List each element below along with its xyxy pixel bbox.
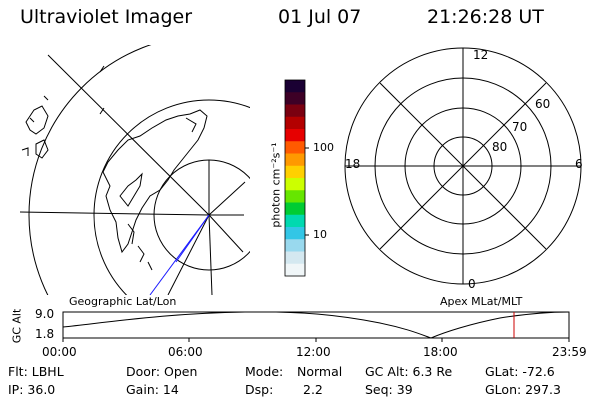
- time-tick-0600: 06:00: [168, 345, 203, 359]
- altitude-strip: [62, 311, 570, 342]
- colorbar: [284, 79, 309, 277]
- satellite-track: [149, 214, 210, 295]
- time-tick-0000: 00:00: [42, 345, 77, 359]
- colorbar-cells: [285, 80, 305, 277]
- time-label: 21:26:28 UT: [427, 6, 544, 28]
- colorbar-cell: [285, 116, 305, 130]
- colorbar-cell: [285, 263, 305, 277]
- mlat-label-80: 80: [492, 140, 508, 154]
- geographic-map-label: Geographic Lat/Lon: [69, 295, 177, 308]
- colorbar-cell: [285, 202, 305, 216]
- coastline-fragments: [99, 65, 197, 271]
- colorbar-cell: [285, 214, 305, 228]
- colorbar-cell: [285, 190, 305, 203]
- lat-circle-outer: [28, 45, 152, 295]
- colorbar-cell: [285, 165, 305, 179]
- meridian-line: [20, 211, 210, 216]
- mlt-diagonal: [379, 82, 547, 250]
- altitude-ytick-max: 9.0: [35, 307, 55, 321]
- coastline-peninsula: [102, 109, 208, 254]
- coastline-shelf: [119, 172, 143, 207]
- time-tick-2359: 23:59: [552, 345, 587, 359]
- meridian-line: [167, 214, 210, 295]
- colorbar-tick-100: 100: [313, 141, 334, 154]
- glat-field: GLat: -72.6: [485, 364, 555, 379]
- mlt-label-left: 18: [345, 157, 361, 171]
- dsp-value: 2.2: [303, 382, 323, 397]
- colorbar-cell: [285, 141, 305, 154]
- colorbar-cell: [285, 227, 305, 240]
- colorbar-cell: [285, 80, 305, 93]
- geographic-map: [20, 45, 250, 295]
- time-tick-1800: 18:00: [423, 345, 458, 359]
- colorbar-cell: [285, 251, 305, 265]
- meridian-line: [208, 214, 213, 295]
- altitude-ytick-min: 1.8: [35, 327, 55, 341]
- lat-circle-mid: [93, 99, 250, 295]
- colorbar-cell: [285, 92, 305, 105]
- instrument-title: Ultraviolet Imager: [20, 6, 193, 28]
- colorbar-unit-label: photon cm⁻²s⁻¹: [269, 142, 283, 228]
- glon-field: GLon: 297.3: [485, 382, 561, 397]
- apex-polar-plot: [344, 47, 582, 285]
- meridian-line: [208, 181, 246, 216]
- coastline-islands: [21, 95, 49, 159]
- mlt-label-bottom: 0: [468, 277, 476, 291]
- mlat-label-60: 60: [535, 97, 551, 111]
- dsp-label: Dsp:: [245, 382, 274, 397]
- mode-label: Mode:: [245, 364, 284, 379]
- gain-field: Gain: 14: [126, 382, 179, 397]
- time-tick-1200: 12:00: [296, 345, 331, 359]
- colorbar-cell: [285, 178, 305, 191]
- altitude-axis-title: GC Alt: [10, 308, 24, 344]
- mlat-label-70: 70: [512, 120, 528, 134]
- mlt-label-right: 6: [575, 157, 583, 171]
- gcalt-field: GC Alt: 6.3 Re: [365, 364, 453, 379]
- apex-plot-label: Apex MLat/MLT: [440, 295, 523, 308]
- colorbar-cell: [285, 104, 305, 118]
- colorbar-tick-10: 10: [313, 228, 327, 241]
- altitude-curve: [63, 312, 569, 338]
- mode-value: Normal: [297, 364, 343, 379]
- colorbar-cell: [285, 239, 305, 252]
- date-label: 01 Jul 07: [278, 6, 362, 28]
- colorbar-cell: [285, 129, 305, 142]
- filter-field: Flt: LBHL: [8, 364, 64, 379]
- door-field: Door: Open: [126, 364, 198, 379]
- meridian-line: [208, 214, 244, 253]
- colorbar-cell: [285, 153, 305, 167]
- meridian-line: [47, 54, 210, 216]
- seq-field: Seq: 39: [365, 382, 413, 397]
- ip-field: IP: 36.0: [8, 382, 56, 397]
- mlt-label-top: 12: [473, 48, 489, 62]
